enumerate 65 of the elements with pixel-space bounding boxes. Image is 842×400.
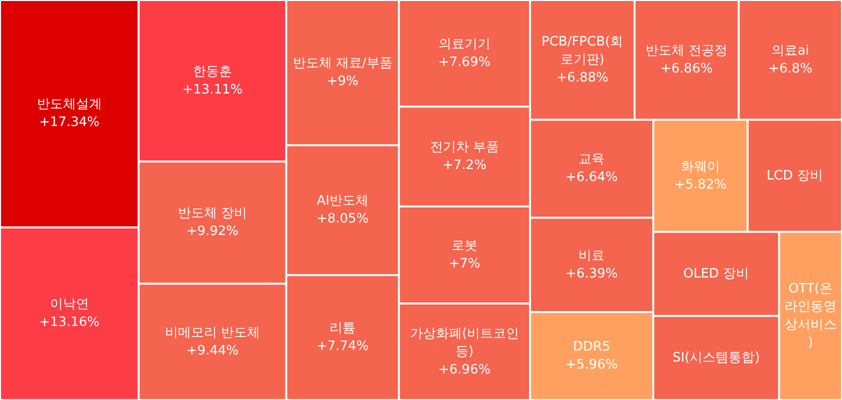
category-label: OTT(온라인동영상서비스)	[784, 281, 837, 350]
category-label: LCD 장비	[766, 168, 824, 184]
data-label: +6.8%	[768, 61, 812, 76]
cell: OTT(온라인동영상서비스)	[780, 232, 841, 399]
category-label: AI반도체	[316, 194, 368, 209]
cell: AI반도체 +8.05%	[287, 146, 398, 274]
data-label: +9.92%	[186, 224, 239, 240]
cell: 반도체 전공정 +6.86%	[636, 1, 738, 119]
cell: 로봇 +7%	[400, 207, 530, 302]
cell: SI(시스템통합)	[654, 316, 778, 399]
cell: LCD 장비	[748, 120, 841, 231]
cell: 반도체설계 +17.34%	[1, 1, 138, 226]
data-label: +7.2%	[442, 158, 486, 174]
cell: 리튬 +7.74%	[287, 276, 398, 399]
category-label: 교육	[578, 152, 605, 168]
category-label: 반도체 장비	[178, 206, 247, 222]
data-label: +9.44%	[186, 343, 239, 358]
data-label: +13.16%	[39, 315, 100, 330]
category-label: 비료	[578, 248, 605, 264]
cell: 교육 +6.64%	[531, 120, 652, 217]
cell: 반도체 재료/부품 +9%	[287, 1, 398, 144]
category-label: OLED 장비	[683, 266, 750, 282]
cell: 전기차 부품 +7.2%	[400, 108, 530, 206]
data-label: +6.39%	[566, 266, 618, 282]
data-label: +6.88%	[556, 70, 608, 86]
cell: OLED 장비	[654, 232, 778, 315]
cell: 한동훈 +13.11%	[140, 1, 286, 160]
cell: PCB/FPCB(회로기판) +6.88%	[531, 1, 634, 119]
data-label: +9%	[326, 74, 358, 90]
data-label: +17.34%	[39, 115, 100, 130]
category-label: 비메모리 반도체	[164, 325, 260, 340]
cell: DDR5 +5.96%	[531, 313, 652, 399]
cell: 이낙연 +13.16%	[1, 228, 138, 399]
category-label: 리튬	[330, 321, 356, 336]
category-label: 의료ai	[772, 43, 810, 58]
data-label: +6.86%	[660, 61, 713, 76]
cell: 반도체 장비 +9.92%	[140, 162, 286, 283]
cell: 의료기기 +7.69%	[400, 1, 530, 106]
category-label: 반도체설계	[36, 97, 102, 112]
category-label: DDR5	[572, 340, 610, 355]
cell: 화웨이 +5.82%	[654, 120, 747, 231]
category-label: 화웨이	[680, 159, 720, 174]
data-label: +5.96%	[566, 358, 618, 373]
data-label: +7%	[448, 256, 480, 272]
data-label: +7.74%	[316, 339, 369, 354]
category-label: 의료기기	[438, 36, 490, 52]
data-label: +6.64%	[566, 170, 618, 186]
data-label: +5.82%	[674, 177, 727, 192]
data-label: +8.05%	[316, 212, 369, 227]
category-label: 가상화폐(비트코인 등)	[410, 326, 520, 360]
cell: 의료ai +6.8%	[740, 1, 841, 119]
data-label: +6.96%	[438, 362, 491, 378]
cell: 비료 +6.39%	[531, 218, 652, 312]
category-label: 전기차 부품	[430, 140, 500, 156]
data-label: +13.11%	[182, 82, 243, 98]
category-label: PCB/FPCB(회로기판)	[541, 34, 624, 68]
category-label: 반도체 재료/부품	[292, 56, 392, 72]
category-label: 반도체 전공정	[646, 43, 728, 58]
data-label: +7.69%	[438, 54, 491, 70]
cell: 가상화폐(비트코인 등) +6.96%	[400, 304, 530, 399]
category-label: SI(시스템통합)	[672, 350, 760, 366]
category-label: 로봇	[451, 238, 478, 254]
cell: 비메모리 반도체 +9.44%	[140, 284, 286, 399]
category-label: 이낙연	[50, 297, 89, 312]
category-label: 한동훈	[192, 64, 232, 80]
